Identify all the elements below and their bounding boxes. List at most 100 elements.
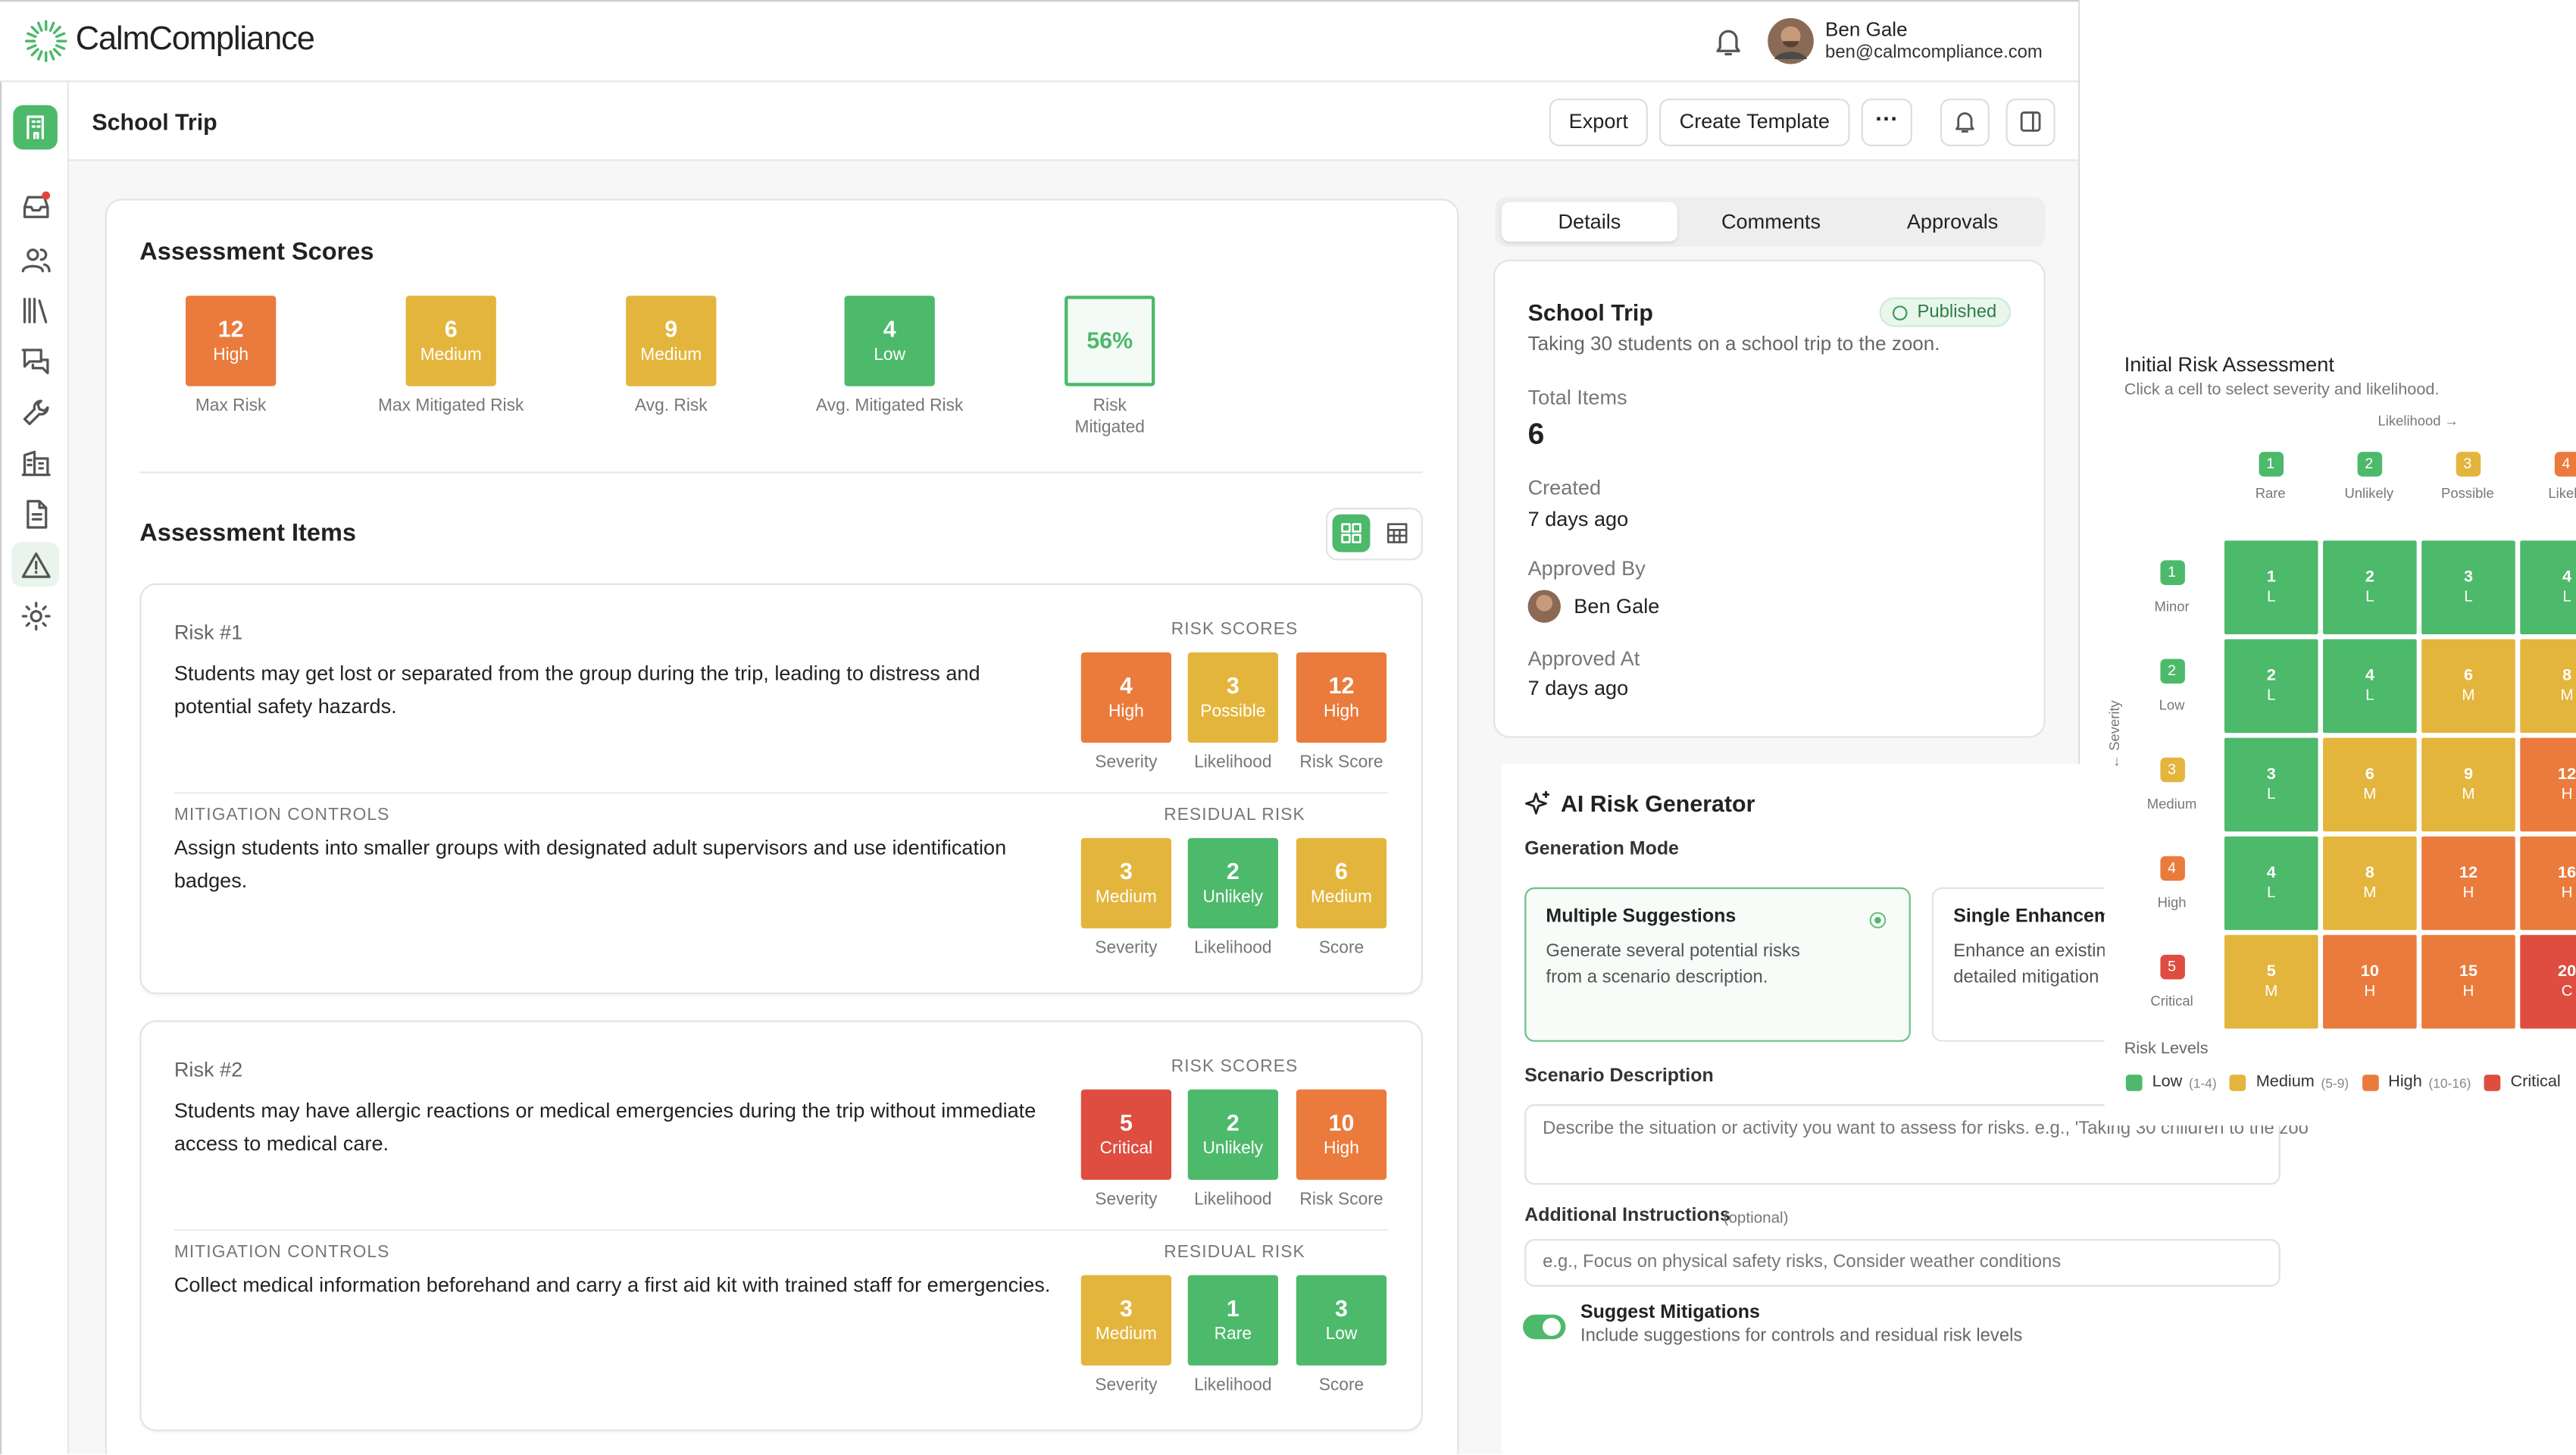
bell-icon — [1955, 112, 1974, 133]
sidebar-document[interactable] — [20, 498, 52, 530]
likelihood-label: Unlikely — [2344, 484, 2394, 502]
tab[interactable]: Details — [1501, 202, 1677, 242]
header-button[interactable]: Export — [1549, 99, 1648, 146]
app-edge — [2077, 0, 2080, 1455]
score-badge: 12 High — [1296, 652, 1387, 743]
mode-option[interactable]: Multiple Suggestions Generate several pot… — [1524, 887, 1911, 1042]
legend-range: (10-16) — [2428, 1076, 2471, 1091]
badge-level: High — [1324, 1138, 1359, 1159]
notifications-icon[interactable] — [1712, 25, 1744, 58]
matrix-cell[interactable]: 15 H — [2421, 934, 2515, 1029]
optional-hint: (optional) — [1723, 1209, 1789, 1228]
cell-level: M — [2560, 687, 2574, 706]
badge-value: 9 — [664, 315, 678, 343]
badge-number: 1 — [2266, 455, 2275, 472]
likelihood-badge: 4 — [2553, 452, 2576, 477]
user-email: ben@calmcompliance.com — [1825, 42, 2043, 63]
sidebar-buildings[interactable] — [20, 447, 52, 480]
badge-value: 2 — [1226, 857, 1240, 884]
badge-level: Medium — [640, 345, 702, 365]
badge-level: Critical — [1099, 1138, 1153, 1159]
ai-title: AI Risk Generator — [1560, 790, 1755, 817]
badge-label: Max Mitigated Risk — [378, 396, 524, 416]
details-title: School Trip — [1527, 299, 1653, 326]
badge-number: 3 — [2168, 759, 2177, 777]
matrix-cell[interactable]: 12 H — [2520, 737, 2576, 832]
badge-value: 5 — [1119, 1109, 1133, 1136]
field-label: Additional Instructions — [1524, 1206, 1730, 1226]
badge-value: 12 — [1328, 671, 1355, 699]
sidebar-chat[interactable] — [20, 345, 52, 377]
tab[interactable]: Approvals — [1906, 210, 1999, 233]
axis-label: ← Severity — [2106, 700, 2123, 769]
field-value: 7 days ago — [1527, 508, 1629, 531]
matrix-cell[interactable]: 12 H — [2421, 836, 2515, 931]
cell-level: L — [2267, 687, 2276, 706]
cell-score: 4 — [2266, 864, 2276, 883]
cell-level: H — [2561, 884, 2573, 903]
user-avatar[interactable] — [1768, 17, 1814, 64]
badge-label: Avg. Risk — [634, 396, 708, 416]
sidebar-inbox[interactable] — [20, 191, 52, 224]
risk-divider — [174, 1228, 1389, 1231]
badge-value: 3 — [1226, 671, 1240, 699]
score-badge: 2 Unlikely — [1187, 837, 1278, 929]
mitigation-toggle[interactable] — [1523, 1314, 1566, 1340]
likelihood-badge: 2 — [2356, 452, 2382, 477]
sidebar-users[interactable] — [20, 243, 52, 276]
score-badge: 4 Low — [844, 296, 935, 386]
badge-value: 3 — [1119, 1294, 1133, 1322]
sidebar-settings[interactable] — [20, 599, 52, 632]
cell-level: M — [2462, 687, 2475, 706]
field-label: Approved By — [1527, 557, 1646, 580]
instructions-input[interactable]: e.g., Focus on physical safety risks, Co… — [1524, 1238, 2281, 1287]
header-button[interactable]: Create Template — [1659, 99, 1850, 146]
top-bar — [0, 0, 2080, 83]
tab[interactable]: Comments — [1721, 210, 1821, 233]
matrix-cell[interactable]: 20 C — [2520, 934, 2576, 1029]
likelihood-badge: 1 — [2258, 452, 2283, 477]
cell-score: 9 — [2463, 765, 2474, 784]
avatar-face — [1536, 594, 1553, 612]
grid-view-button[interactable] — [1332, 514, 1371, 552]
section-heading: RESIDUAL RISK — [1164, 1242, 1305, 1263]
cell-score: 1 — [2266, 568, 2276, 587]
legend-range: (1-4) — [2189, 1076, 2217, 1091]
cell-score: 4 — [2365, 667, 2374, 686]
sidebar-library[interactable] — [20, 294, 52, 327]
badge-value: 3 — [1119, 857, 1133, 884]
severity-badge: 4 — [2159, 855, 2184, 881]
sidebar-tools[interactable] — [20, 396, 52, 429]
matrix-cell[interactable]: 16 H — [2520, 836, 2576, 931]
cell-score: 10 — [2360, 962, 2379, 981]
more-button[interactable]: ··· — [1861, 99, 1912, 146]
table-view-icon[interactable] — [1386, 523, 1408, 544]
cell-level: L — [2365, 687, 2374, 706]
bell-button[interactable] — [1940, 99, 1990, 146]
matrix-cell[interactable]: 10 H — [2323, 934, 2417, 1029]
badge-number: 2 — [2168, 661, 2177, 678]
score-badge: 3 Possible — [1187, 652, 1278, 743]
risk-description: Students may have allergic reactions or … — [174, 1099, 1036, 1156]
panel-icon — [2020, 111, 2041, 132]
badge-value: 56% — [1086, 327, 1133, 354]
badge-level: Medium — [420, 345, 482, 365]
badge-level: Possible — [1200, 701, 1266, 721]
panel-button[interactable] — [2005, 99, 2055, 146]
field-label: Scenario Description — [1524, 1066, 1714, 1087]
severity-badge: 2 — [2159, 658, 2184, 683]
